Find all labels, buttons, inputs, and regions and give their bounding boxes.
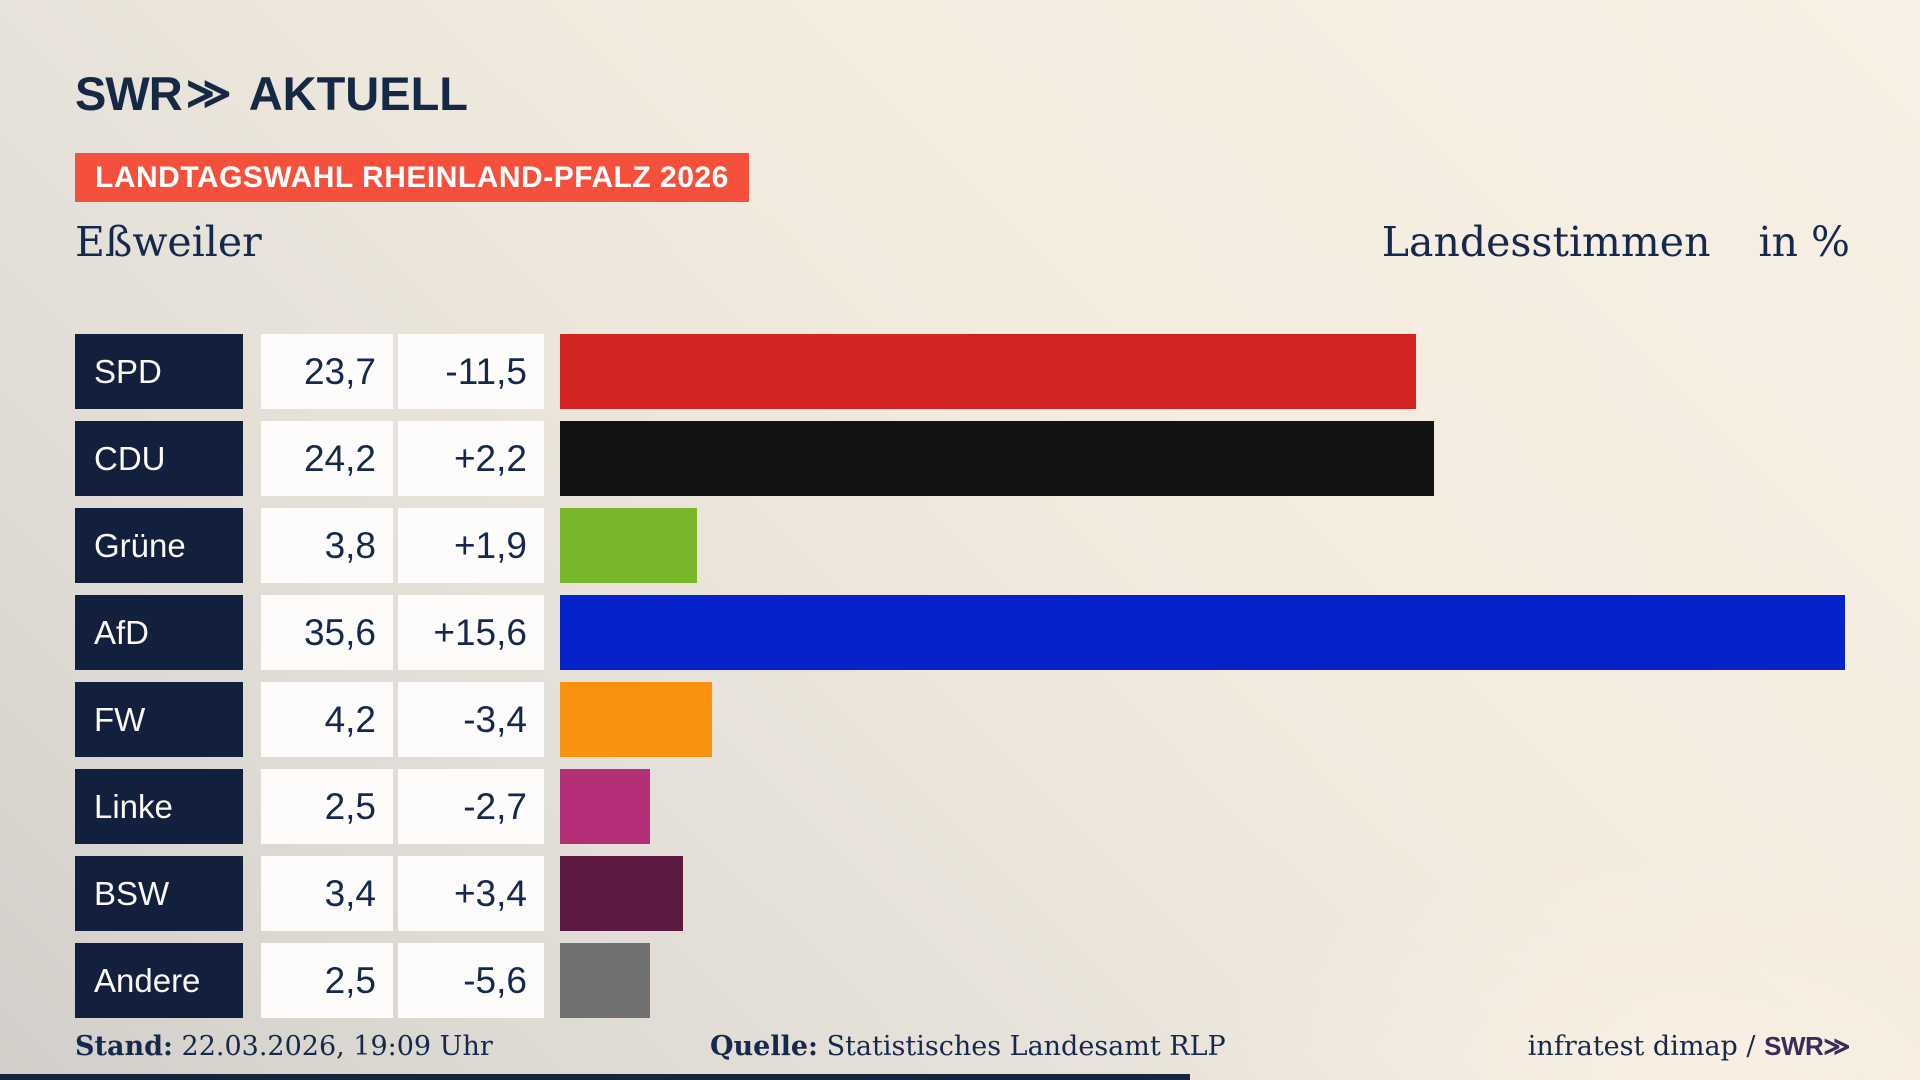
- party-bar: [560, 508, 697, 583]
- party-change: -2,7: [398, 769, 544, 844]
- party-row: Grüne 3,8 +1,9: [75, 508, 1845, 583]
- party-row: SPD 23,7 -11,5: [75, 334, 1845, 409]
- region-title: Eßweiler: [75, 218, 262, 266]
- party-value: 23,7: [261, 334, 393, 409]
- party-label: CDU: [75, 421, 243, 496]
- party-value: 4,2: [261, 682, 393, 757]
- quelle-label: Quelle:: [710, 1031, 818, 1062]
- swr-footer-logo: SWR≫: [1764, 1031, 1850, 1061]
- logo-brand-text: SWR: [75, 67, 183, 120]
- party-label: AfD: [75, 595, 243, 670]
- election-banner: LANDTAGSWAHL RHEINLAND-PFALZ 2026: [75, 153, 749, 202]
- party-row: FW 4,2 -3,4: [75, 682, 1845, 757]
- party-value: 35,6: [261, 595, 393, 670]
- party-value: 3,8: [261, 508, 393, 583]
- credit-text: infratest dimap /: [1527, 1031, 1765, 1062]
- double-chevron-icon: ≫: [185, 69, 232, 118]
- party-value: 2,5: [261, 769, 393, 844]
- stand-timestamp: Stand: 22.03.2026, 19:09 Uhr: [75, 1031, 493, 1062]
- party-value: 24,2: [261, 421, 393, 496]
- party-change: +3,4: [398, 856, 544, 931]
- logo-suffix-text: AKTUELL: [248, 67, 469, 120]
- party-change: -5,6: [398, 943, 544, 1018]
- party-label: Andere: [75, 943, 243, 1018]
- party-bar: [560, 856, 683, 931]
- party-bar: [560, 595, 1845, 670]
- stand-label: Stand:: [75, 1031, 173, 1062]
- party-row: CDU 24,2 +2,2: [75, 421, 1845, 496]
- party-label: Grüne: [75, 508, 243, 583]
- party-row: Linke 2,5 -2,7: [75, 769, 1845, 844]
- source-credit: Quelle: Statistisches Landesamt RLP: [710, 1031, 1226, 1062]
- unit-label: in %: [1758, 218, 1850, 266]
- party-change: +2,2: [398, 421, 544, 496]
- measure-header: Landesstimmen in %: [1382, 218, 1850, 266]
- party-change: +1,9: [398, 508, 544, 583]
- party-bar: [560, 943, 650, 1018]
- party-row: AfD 35,6 +15,6: [75, 595, 1845, 670]
- party-bar: [560, 769, 650, 844]
- results-table: SPD 23,7 -11,5 CDU 24,2 +2,2 Grüne 3,8 +1,9 AfD 35…: [75, 334, 1845, 1030]
- measure-label: Landesstimmen: [1381, 218, 1711, 266]
- party-value: 3,4: [261, 856, 393, 931]
- party-label: FW: [75, 682, 243, 757]
- party-label: BSW: [75, 856, 243, 931]
- party-bar: [560, 334, 1416, 409]
- lower-third-edge: [0, 1074, 1190, 1080]
- party-bar: [560, 682, 712, 757]
- swr-aktuell-logo: SWR ≫ AKTUELL: [75, 66, 468, 121]
- quelle-value: Statistisches Landesamt RLP: [818, 1031, 1226, 1062]
- party-label: SPD: [75, 334, 243, 409]
- party-change: -3,4: [398, 682, 544, 757]
- party-row: BSW 3,4 +3,4: [75, 856, 1845, 931]
- party-label: Linke: [75, 769, 243, 844]
- stand-value: 22.03.2026, 19:09 Uhr: [172, 1031, 493, 1062]
- party-bar: [560, 421, 1434, 496]
- agency-credit: infratest dimap / SWR≫: [1527, 1031, 1851, 1062]
- party-row: Andere 2,5 -5,6: [75, 943, 1845, 1018]
- party-change: -11,5: [398, 334, 544, 409]
- party-value: 2,5: [261, 943, 393, 1018]
- party-change: +15,6: [398, 595, 544, 670]
